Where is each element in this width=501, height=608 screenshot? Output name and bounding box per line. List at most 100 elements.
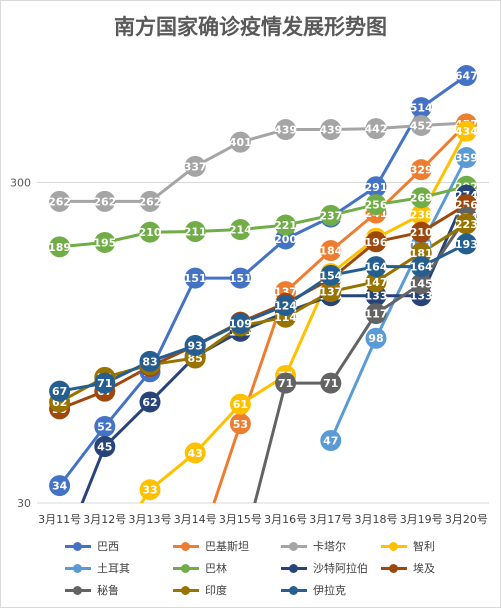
- legend-item: 埃及: [381, 559, 481, 577]
- data-point: [184, 220, 206, 242]
- x-tick-label: 3月14号: [174, 513, 217, 526]
- data-label: 256: [365, 199, 388, 212]
- data-point: [94, 415, 116, 437]
- data-point: [455, 147, 477, 169]
- data-label: 71: [278, 377, 293, 390]
- data-label: 184: [319, 245, 342, 258]
- data-label: 210: [139, 226, 162, 239]
- series-group: 3452771511512002342915146475313718424132…: [48, 65, 478, 503]
- legend-dot: [389, 541, 398, 551]
- x-tick-label: 3月11号: [38, 513, 81, 526]
- data-point: [365, 303, 387, 325]
- legend-dot: [181, 563, 190, 573]
- data-label: 434: [455, 125, 478, 138]
- data-label: 45: [97, 441, 112, 454]
- legend-item: 沙特阿拉伯: [281, 559, 381, 577]
- legend-label: 秘鲁: [97, 584, 119, 597]
- legend-item: 秘鲁: [65, 581, 173, 599]
- data-point: [94, 436, 116, 458]
- data-point: [184, 442, 206, 464]
- data-label: 137: [319, 286, 342, 299]
- data-label: 133: [410, 290, 433, 303]
- data-label: 164: [365, 261, 388, 274]
- legend-item: 土耳其: [65, 559, 173, 577]
- legend-dot: [181, 585, 190, 595]
- data-label: 114: [274, 311, 297, 324]
- legend-dot: [73, 563, 82, 573]
- data-point: [365, 118, 387, 140]
- data-point: [320, 430, 342, 452]
- data-point: [49, 190, 71, 212]
- x-tick-label: 3月18号: [355, 513, 398, 526]
- data-label: 193: [455, 238, 478, 251]
- data-label: 83: [142, 355, 157, 368]
- data-label: 195: [93, 236, 116, 249]
- series-line: [59, 121, 467, 203]
- data-label: 221: [274, 219, 297, 232]
- data-label: 62: [142, 396, 157, 409]
- data-point: [184, 155, 206, 177]
- data-point: [275, 119, 297, 141]
- data-label: 33: [142, 484, 157, 497]
- legend-label: 土耳其: [97, 562, 130, 575]
- data-label: 117: [365, 308, 388, 321]
- legend-label: 巴林: [205, 562, 227, 575]
- legend-dot: [389, 563, 398, 573]
- data-label: 71: [323, 377, 338, 390]
- data-point: [365, 231, 387, 253]
- y-tick-label: 30: [17, 497, 31, 510]
- data-label: 269: [410, 192, 433, 205]
- data-point: [455, 233, 477, 255]
- data-label: 237: [319, 209, 342, 222]
- data-point: [49, 380, 71, 402]
- data-point: [365, 176, 387, 198]
- data-point: [139, 479, 161, 501]
- legend-label: 印度: [205, 584, 227, 597]
- data-label: 151: [229, 272, 252, 285]
- legend-marker: [65, 563, 91, 573]
- data-point: [139, 391, 161, 413]
- legend-item: 巴西: [65, 537, 173, 555]
- data-label: 43: [188, 447, 203, 460]
- data-label: 200: [274, 233, 297, 246]
- data-label: 514: [410, 102, 433, 115]
- x-tick-label: 3月12号: [83, 513, 126, 526]
- data-label: 124: [274, 299, 297, 312]
- series-line: [59, 203, 468, 411]
- data-point: [320, 204, 342, 226]
- data-point: [229, 219, 251, 241]
- data-label: 109: [229, 317, 252, 330]
- data-label: 262: [93, 195, 116, 208]
- legend-label: 伊拉克: [313, 584, 346, 597]
- data-point: [94, 190, 116, 212]
- legend-dot: [73, 585, 82, 595]
- x-tick-label: 3月19号: [400, 513, 443, 526]
- legend-marker: [281, 541, 307, 551]
- legend-label: 智利: [413, 540, 435, 553]
- data-label: 151: [184, 272, 207, 285]
- data-label: 214: [229, 224, 252, 237]
- data-label: 211: [184, 225, 207, 238]
- legend-dot: [73, 541, 82, 551]
- data-point: [275, 372, 297, 394]
- legend-marker: [65, 585, 91, 595]
- data-point: [410, 97, 432, 119]
- y-tick-label: 300: [10, 177, 31, 190]
- x-tick-label: 3月15号: [219, 513, 262, 526]
- legend-item: 巴基斯坦: [173, 537, 281, 555]
- legend-item: 印度: [173, 581, 281, 599]
- data-point: [455, 65, 477, 87]
- data-point: [410, 159, 432, 181]
- legend-label: 埃及: [413, 562, 435, 575]
- data-point: [455, 120, 477, 142]
- data-point: [184, 335, 206, 357]
- data-point: [320, 119, 342, 141]
- data-label: 223: [455, 218, 478, 231]
- x-tick-label: 3月16号: [264, 513, 307, 526]
- legend-label: 沙特阿拉伯: [313, 562, 368, 575]
- data-label: 337: [184, 160, 207, 173]
- data-point: [455, 213, 477, 235]
- data-point: [94, 372, 116, 394]
- legend: 巴西 巴基斯坦 卡塔尔 智利 土耳其 巴林 沙特阿拉伯 埃及 秘鲁 印度 伊拉克: [65, 537, 485, 599]
- data-point: [229, 131, 251, 153]
